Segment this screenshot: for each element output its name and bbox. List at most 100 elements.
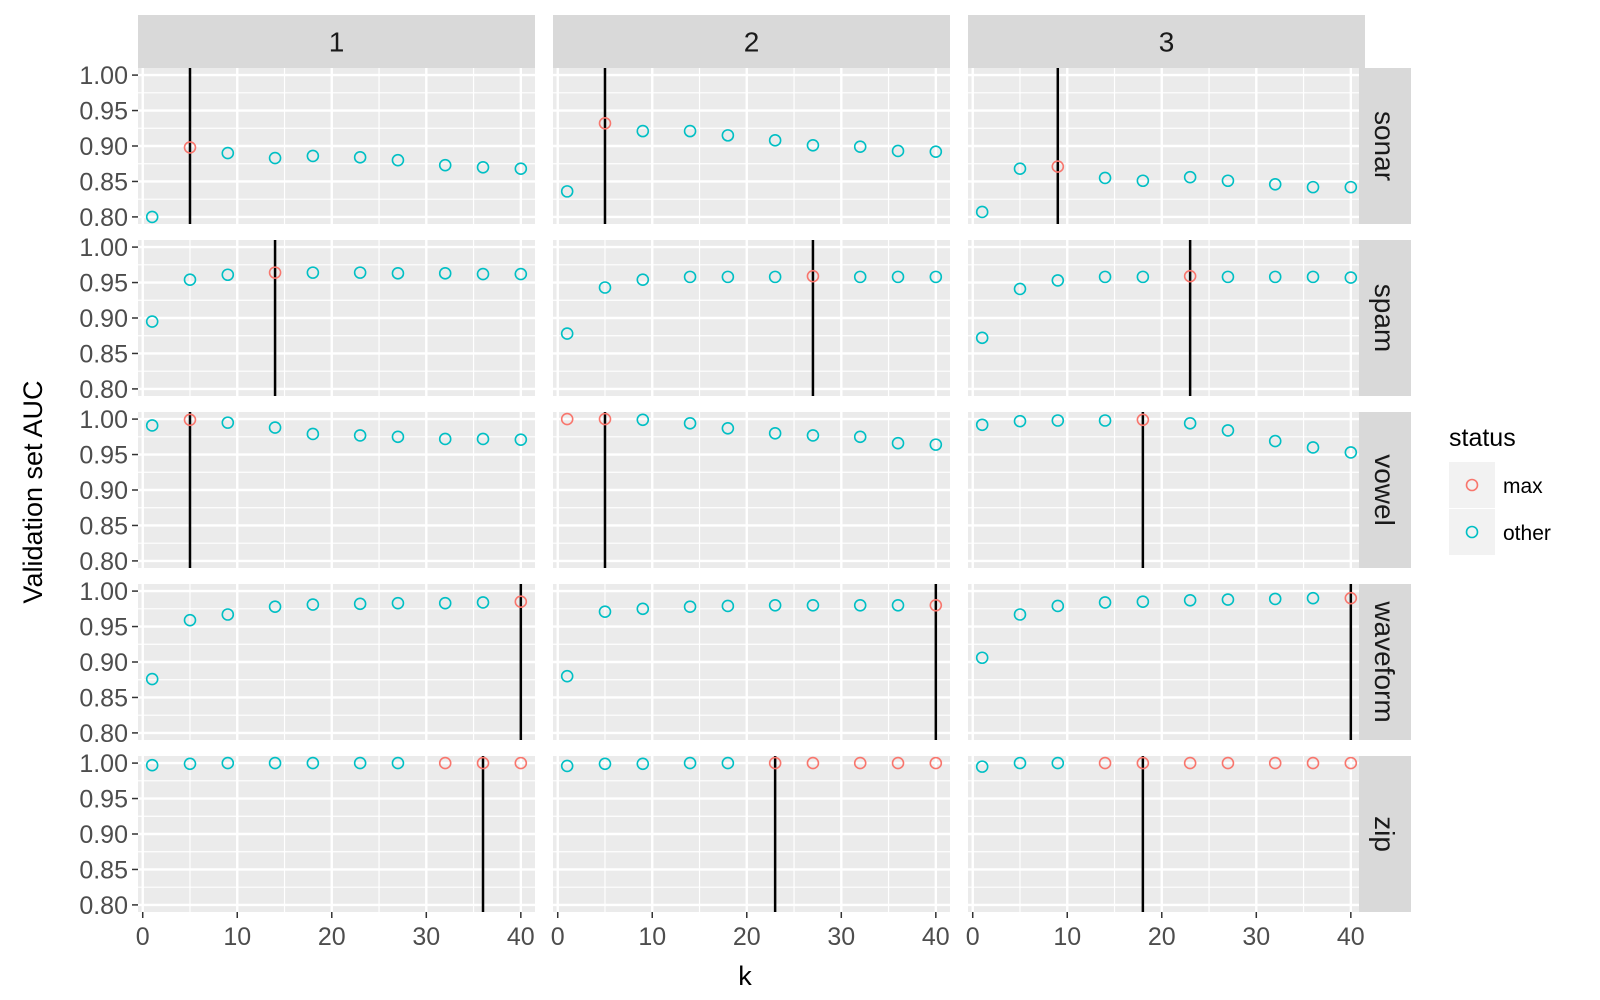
point-other (598, 757, 612, 771)
point-other (1013, 282, 1027, 296)
point-other (1221, 270, 1235, 284)
point-max (183, 413, 197, 427)
y-tick-label: 0.80 (79, 376, 128, 404)
point-other (1268, 177, 1282, 191)
point-other (438, 158, 452, 172)
point-max (1098, 756, 1112, 770)
point-other (1183, 417, 1197, 430)
y-tick-label: 0.80 (79, 720, 128, 748)
point-other (1136, 595, 1150, 609)
panel-spam-2 (553, 240, 950, 396)
panel-waveform-1 (138, 584, 535, 740)
column-strip-label: 3 (1159, 27, 1175, 58)
panel-sonar-1 (138, 68, 535, 224)
point-other (221, 146, 235, 160)
point-other (1051, 756, 1065, 770)
y-tick-label: 0.95 (79, 614, 128, 642)
point-other (929, 270, 943, 284)
point-other (353, 266, 367, 279)
point-other (1098, 270, 1112, 284)
point-other (768, 598, 782, 612)
panel-spam-3 (968, 240, 1365, 396)
row-strip-sonar (1359, 68, 1411, 224)
row-strip-label: waveform (1369, 600, 1400, 722)
point-other (891, 144, 905, 158)
point-other (721, 129, 735, 142)
point-max (891, 756, 905, 770)
point-other (1268, 270, 1282, 284)
y-tick-label: 0.95 (79, 98, 128, 126)
panel-sonar-2 (553, 68, 950, 224)
panel-sonar-3 (968, 68, 1365, 224)
y-axis-title: Validation set AUC (18, 380, 48, 603)
point-other (221, 416, 235, 429)
point-other (929, 145, 943, 158)
point-other (975, 760, 989, 773)
point-other (183, 273, 197, 287)
x-tick-label: 0 (551, 923, 565, 951)
point-other (1221, 174, 1235, 188)
point-max (598, 117, 612, 130)
point-other (306, 427, 320, 441)
x-tick-label: 10 (638, 923, 666, 951)
legend-key-other (1449, 509, 1495, 555)
y-tick-label: 1.00 (79, 234, 128, 262)
point-other (221, 756, 235, 770)
point-other (1268, 434, 1282, 448)
x-tick-label: 0 (966, 923, 980, 951)
point-other (1268, 592, 1282, 606)
x-tick-label: 30 (827, 923, 855, 951)
row-strip-label: spam (1369, 284, 1400, 352)
column-strip-1 (138, 15, 535, 68)
point-other (721, 270, 735, 284)
y-tick-label: 0.95 (79, 786, 128, 814)
point-other (268, 600, 282, 613)
point-other (683, 756, 697, 770)
axes-layer: 0.800.850.900.951.000.800.850.900.951.00… (79, 62, 1364, 951)
point-other (183, 613, 197, 627)
y-tick-label: 0.90 (79, 477, 128, 505)
panel-zip-1 (138, 756, 535, 912)
point-other (683, 600, 697, 613)
column-strip-3 (968, 15, 1365, 68)
point-other (1098, 171, 1112, 185)
point-other (391, 596, 405, 610)
point-other (891, 598, 905, 612)
legend-symbol-max (1465, 478, 1479, 492)
legend-title: status (1449, 424, 1516, 452)
point-other (975, 651, 989, 665)
point-other (1344, 180, 1358, 194)
point-other (560, 669, 574, 683)
column-strip-2 (553, 15, 950, 68)
point-other (306, 756, 320, 770)
x-tick-label: 30 (412, 923, 440, 951)
x-tick-label: 40 (922, 923, 950, 951)
point-other (268, 151, 282, 165)
point-other (306, 149, 320, 163)
point-other (683, 417, 697, 430)
point-other (683, 124, 697, 138)
point-other (768, 426, 782, 440)
point-max (1268, 756, 1282, 770)
point-other (891, 436, 905, 450)
point-other (560, 185, 574, 198)
point-other (721, 756, 735, 770)
point-other (514, 162, 528, 175)
point-max (268, 266, 282, 279)
x-tick-label: 10 (223, 923, 251, 951)
point-other (560, 759, 574, 773)
point-other (183, 757, 197, 771)
point-other (221, 608, 235, 621)
point-other (636, 124, 650, 138)
point-max (514, 595, 528, 609)
point-other (353, 429, 367, 442)
point-other (1221, 424, 1235, 437)
point-max (476, 756, 490, 770)
point-max (768, 756, 782, 770)
point-other (636, 602, 650, 616)
point-other (975, 205, 989, 219)
point-other (1344, 446, 1358, 459)
y-tick-label: 0.90 (79, 821, 128, 849)
point-other (806, 138, 820, 152)
panel-spam-1 (138, 240, 535, 396)
